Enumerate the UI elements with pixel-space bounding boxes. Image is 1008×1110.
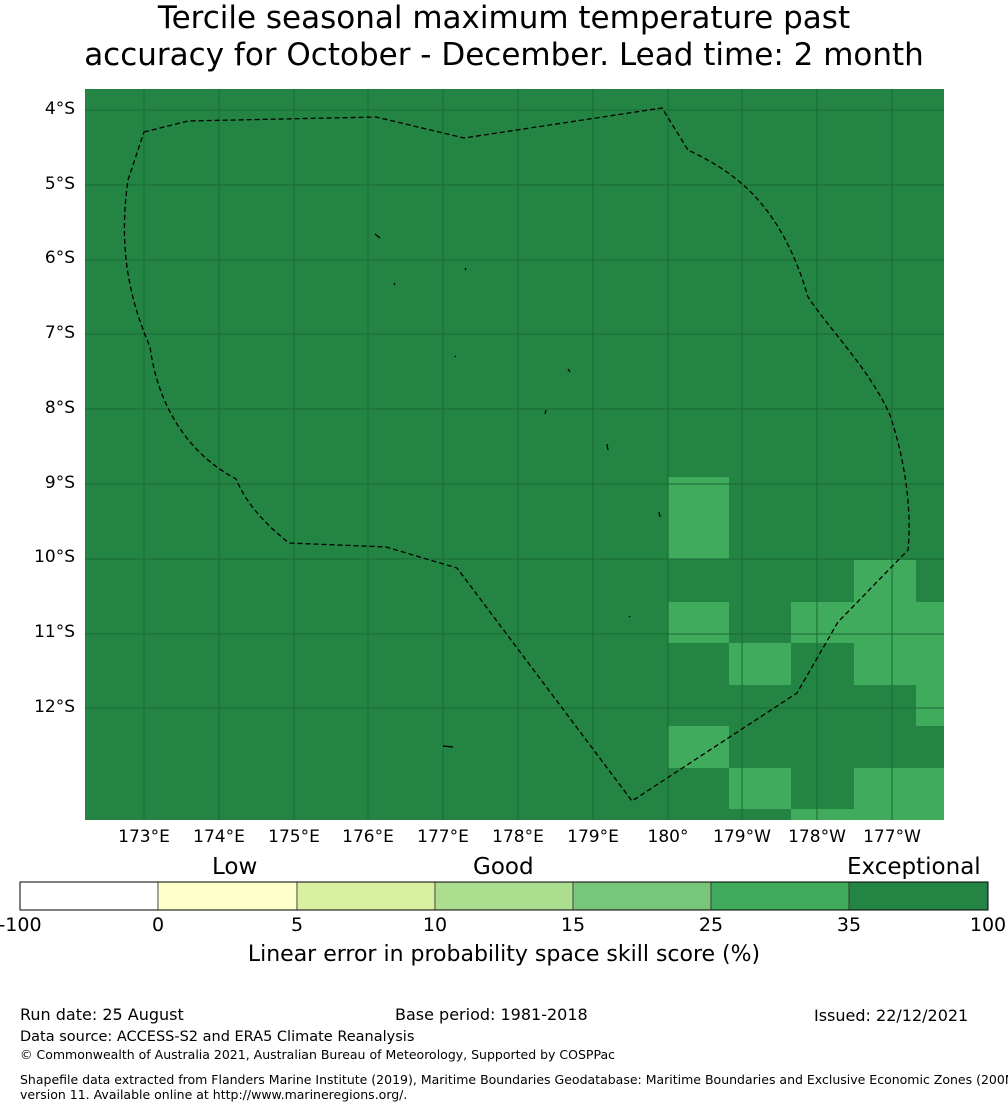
colorbar-segment [848, 881, 989, 911]
colorbar-tick: 35 [836, 914, 862, 936]
colorbar [19, 881, 989, 911]
lon-label: 174°E [193, 827, 245, 847]
base-period: Base period: 1981-2018 [395, 1005, 588, 1024]
lat-label: 6°S [44, 248, 75, 268]
issued-date: Issued: 22/12/2021 [814, 1006, 969, 1025]
island [442, 745, 454, 748]
skill-cell [791, 809, 854, 820]
colorbar-tick: 10 [422, 914, 448, 936]
skill-cell [668, 477, 729, 559]
lon-label: 178°E [492, 827, 544, 847]
colorbar-segment [434, 881, 574, 911]
shapefile-credit-line-2: version 11. Available online at http://w… [20, 1087, 408, 1102]
colorbar-tick: 25 [698, 914, 724, 936]
island [393, 282, 396, 286]
lat-label: 8°S [44, 398, 75, 418]
skill-cell [854, 768, 944, 809]
lon-label: 178°W [788, 827, 846, 847]
category-label-exceptional: Exceptional [847, 854, 981, 880]
lat-label: 9°S [44, 473, 75, 493]
skill-cells-lighter [668, 477, 944, 820]
skill-cell [729, 768, 791, 809]
colorbar-segment [157, 881, 298, 911]
island [658, 511, 661, 518]
map-title: Tercile seasonal maximum temperature pas… [0, 0, 1008, 74]
skill-cell [668, 602, 729, 643]
skill-cell [916, 685, 944, 726]
lon-label: 179°E [567, 827, 619, 847]
island [374, 233, 381, 239]
colorbar-segment [19, 881, 159, 911]
copyright: © Commonwealth of Australia 2021, Austra… [20, 1047, 615, 1062]
lat-label: 10°S [34, 547, 75, 567]
colorbar-tick: 100 [969, 914, 1007, 936]
island [544, 409, 547, 415]
skill-cell [854, 809, 944, 820]
shapefile-credit-line-1: Shapefile data extracted from Flanders M… [20, 1072, 1008, 1087]
colorbar-segment [710, 881, 850, 911]
skill-cell [668, 726, 729, 768]
skill-cell [791, 602, 944, 643]
colorbar-tick: 0 [151, 914, 165, 936]
lon-label: 175°E [268, 827, 320, 847]
category-label-good: Good [473, 854, 534, 880]
lat-label: 7°S [44, 323, 75, 343]
island [628, 615, 631, 618]
island [464, 267, 467, 271]
data-source: Data source: ACCESS-S2 and ERA5 Climate … [20, 1029, 415, 1045]
lon-label: 177°E [417, 827, 469, 847]
colorbar-tick: 15 [560, 914, 586, 936]
eez-boundary [123, 107, 910, 802]
run-date: Run date: 25 August [20, 1005, 184, 1024]
colorbar-outline [19, 881, 989, 911]
colorbar-segment [296, 881, 436, 911]
colorbar-label: Linear error in probability space skill … [247, 942, 761, 967]
lon-label: 176°E [342, 827, 394, 847]
island [606, 443, 609, 451]
title-line-2: accuracy for October - December. Lead ti… [84, 37, 924, 73]
lat-label: 5°S [44, 174, 75, 194]
lat-label: 12°S [34, 697, 75, 717]
colorbar-tick: -100 [0, 914, 42, 936]
title-line-1: Tercile seasonal maximum temperature pas… [157, 0, 851, 36]
map-area [85, 89, 944, 820]
lat-label: 11°S [34, 622, 75, 642]
gridlines [85, 89, 944, 820]
skill-cell [854, 643, 944, 685]
lon-label: 173°E [118, 827, 170, 847]
islands [374, 233, 661, 748]
colorbar-segment [572, 881, 712, 911]
lon-label: 180° [647, 827, 689, 847]
lon-label: 179°W [713, 827, 771, 847]
colorbar-tick: 5 [290, 914, 304, 936]
lon-label: 177°W [863, 827, 921, 847]
lat-label: 4°S [44, 99, 75, 119]
island [454, 355, 457, 358]
category-label-low: Low [212, 854, 258, 880]
skill-cell [729, 643, 791, 685]
island [567, 368, 571, 373]
